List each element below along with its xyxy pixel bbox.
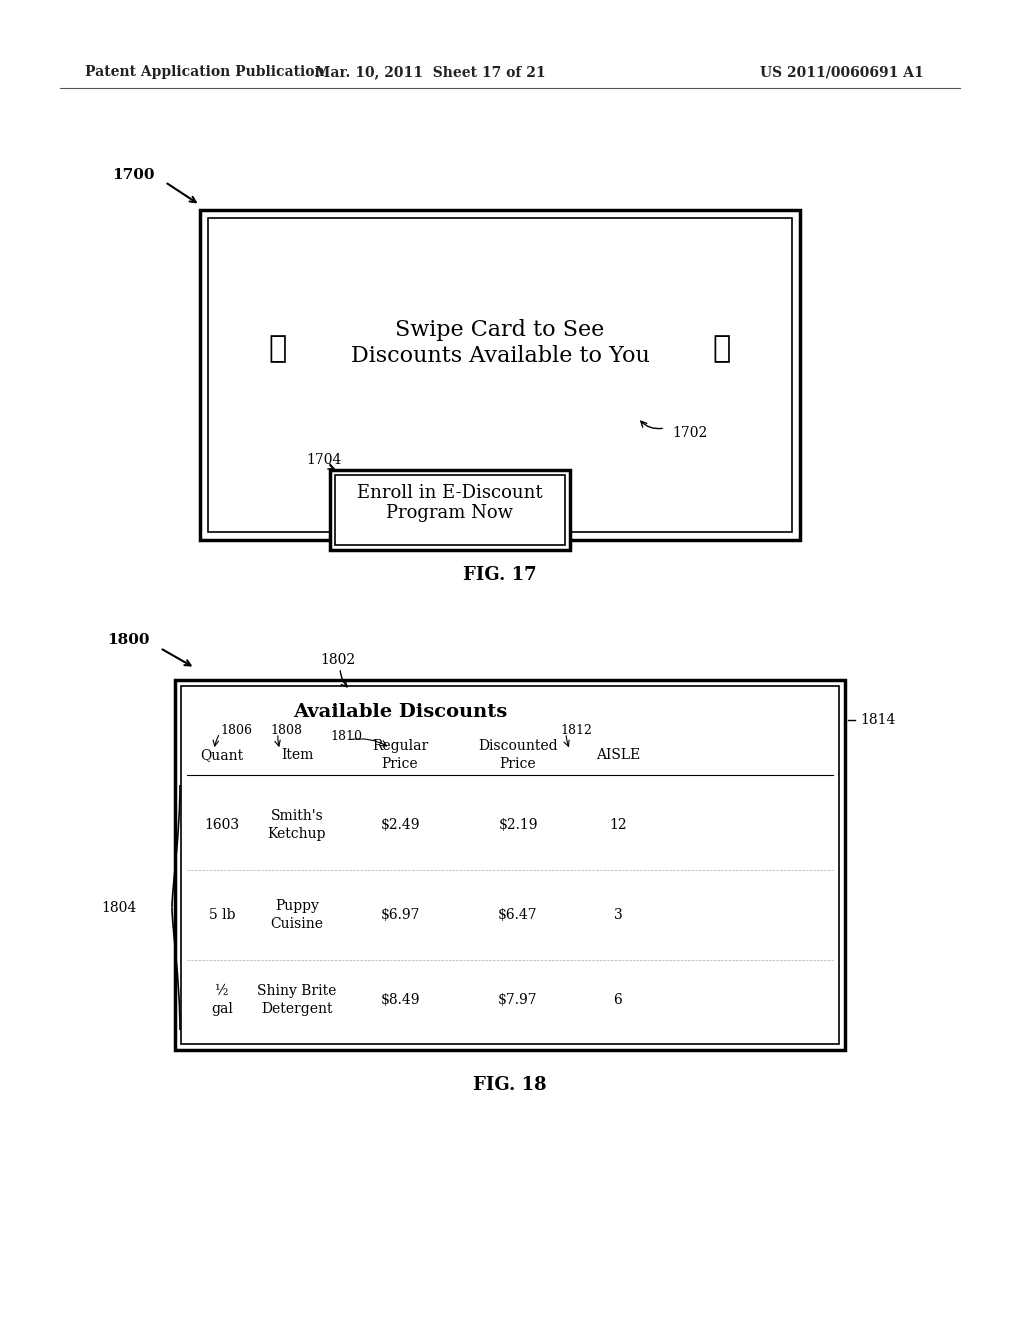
FancyBboxPatch shape	[208, 218, 792, 532]
Text: AISLE: AISLE	[596, 748, 640, 762]
Text: ☆: ☆	[269, 333, 287, 364]
Text: FIG. 18: FIG. 18	[473, 1076, 547, 1094]
Text: Enroll in E-Discount: Enroll in E-Discount	[357, 484, 543, 502]
Text: 1806: 1806	[220, 723, 252, 737]
Text: Smith's
Ketchup: Smith's Ketchup	[267, 809, 327, 841]
Text: $8.49: $8.49	[380, 993, 420, 1007]
Text: 1808: 1808	[270, 723, 302, 737]
Text: 1800: 1800	[108, 634, 150, 647]
FancyBboxPatch shape	[330, 470, 570, 550]
Text: 1812: 1812	[560, 723, 592, 737]
Text: $7.97: $7.97	[499, 993, 538, 1007]
Text: Item: Item	[281, 748, 313, 762]
Text: US 2011/0060691 A1: US 2011/0060691 A1	[760, 65, 924, 79]
FancyBboxPatch shape	[335, 475, 565, 545]
FancyBboxPatch shape	[181, 686, 839, 1044]
Text: Puppy
Cuisine: Puppy Cuisine	[270, 899, 324, 931]
Text: 1603: 1603	[205, 818, 240, 832]
Text: 12: 12	[609, 818, 627, 832]
Text: 6: 6	[613, 993, 623, 1007]
Text: 3: 3	[613, 908, 623, 921]
Text: Discounted
Price: Discounted Price	[478, 739, 558, 771]
Text: 1804: 1804	[101, 900, 137, 915]
Text: Mar. 10, 2011  Sheet 17 of 21: Mar. 10, 2011 Sheet 17 of 21	[314, 65, 546, 79]
Text: ☆: ☆	[713, 333, 731, 364]
Text: FIG. 17: FIG. 17	[463, 566, 537, 583]
Text: 1702: 1702	[672, 426, 708, 440]
Text: $6.47: $6.47	[499, 908, 538, 921]
Text: 1802: 1802	[319, 653, 355, 667]
Text: 1700: 1700	[113, 168, 155, 182]
Text: 1810: 1810	[330, 730, 362, 743]
Text: 1814: 1814	[860, 713, 895, 727]
Text: Patent Application Publication: Patent Application Publication	[85, 65, 325, 79]
Text: 5 lb: 5 lb	[209, 908, 236, 921]
Text: Discounts Available to You: Discounts Available to You	[350, 345, 649, 367]
Text: 1704: 1704	[306, 453, 341, 467]
Text: Quant: Quant	[201, 748, 244, 762]
FancyBboxPatch shape	[175, 680, 845, 1049]
Text: ½
gal: ½ gal	[211, 985, 232, 1015]
Text: $2.19: $2.19	[499, 818, 538, 832]
Text: Program Now: Program Now	[386, 504, 513, 521]
Text: Regular
Price: Regular Price	[372, 739, 428, 771]
FancyBboxPatch shape	[200, 210, 800, 540]
Text: Available Discounts: Available Discounts	[293, 704, 507, 721]
Text: Swipe Card to See: Swipe Card to See	[395, 318, 604, 341]
Text: $6.97: $6.97	[380, 908, 420, 921]
Text: Shiny Brite
Detergent: Shiny Brite Detergent	[257, 985, 337, 1015]
Text: $2.49: $2.49	[380, 818, 420, 832]
